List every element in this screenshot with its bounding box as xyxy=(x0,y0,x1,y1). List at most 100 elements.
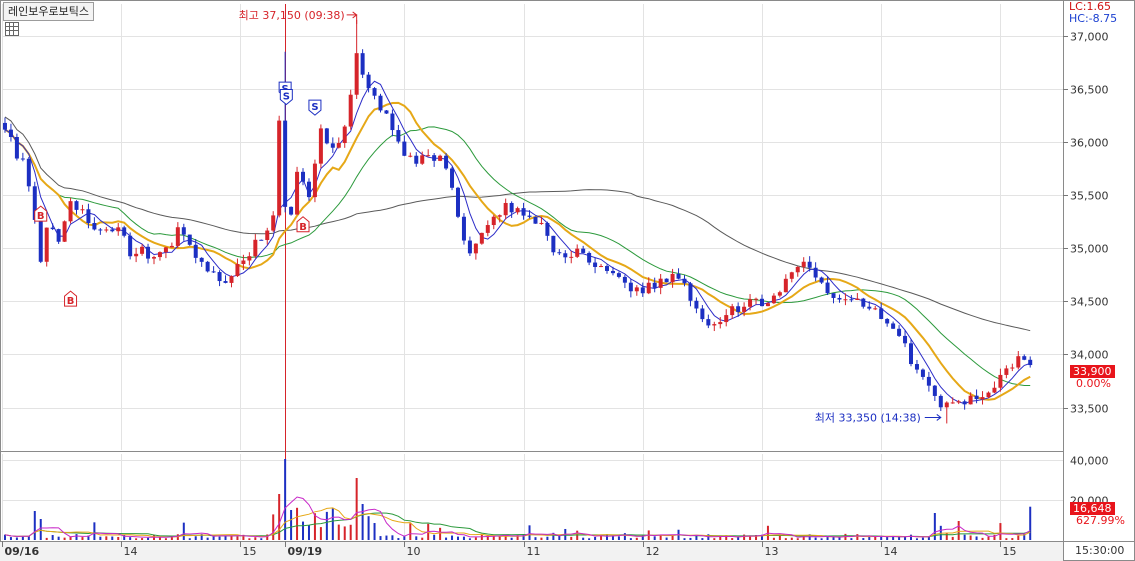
candle-body xyxy=(658,278,663,288)
volume-bar xyxy=(456,536,459,540)
candle-body xyxy=(306,181,311,198)
candle-body xyxy=(366,74,371,89)
volume-bar xyxy=(141,538,144,540)
candle-body xyxy=(754,298,759,300)
volume-bar xyxy=(892,536,895,540)
volume-bar xyxy=(480,534,483,540)
volume-bar xyxy=(623,533,626,540)
volume-bar xyxy=(218,536,221,540)
last-volume-tag: 16,648 xyxy=(1070,502,1115,515)
volume-bar xyxy=(385,535,388,540)
volume-bar xyxy=(880,536,883,540)
candle-body xyxy=(759,298,764,307)
volume-bar xyxy=(170,536,173,540)
time-tick-label: 12 xyxy=(646,545,660,558)
volume-bar xyxy=(397,538,400,540)
volume-bar xyxy=(868,535,871,540)
volume-bar xyxy=(552,532,555,540)
price-tick-label: 35,000 xyxy=(1070,243,1109,256)
candle-body xyxy=(849,299,854,301)
volume-bar xyxy=(147,537,150,540)
volume-bar xyxy=(439,527,442,540)
candle-body xyxy=(527,215,532,217)
volume-bar xyxy=(75,534,78,540)
candle-body xyxy=(1028,359,1033,366)
candle-body xyxy=(873,308,878,310)
volume-bar xyxy=(999,523,1002,540)
volume-bar xyxy=(415,536,418,540)
volume-bar xyxy=(1017,535,1020,540)
volume-bar xyxy=(611,536,614,540)
candle-body xyxy=(390,113,395,131)
volume-bar xyxy=(1005,538,1008,540)
candle-body xyxy=(426,155,431,157)
candle-body xyxy=(992,387,997,393)
candle-body xyxy=(277,120,282,216)
instrument-title[interactable]: 레인보우로보틱스 xyxy=(3,2,94,21)
volume-bar xyxy=(248,538,251,540)
volume-bar xyxy=(278,494,281,540)
volume-bar xyxy=(182,522,185,540)
volume-bar xyxy=(510,537,513,540)
volume-bar xyxy=(516,535,519,540)
candle-body xyxy=(736,306,741,312)
candle-body xyxy=(312,163,317,198)
time-tick-label: 13 xyxy=(765,545,779,558)
volume-bar xyxy=(212,534,215,540)
candle-body xyxy=(146,246,151,259)
candle-body xyxy=(652,282,657,288)
volume-bar xyxy=(570,536,573,540)
buy-signal-marker: B xyxy=(296,216,310,233)
candle-body xyxy=(646,282,651,294)
volume-bar xyxy=(898,537,901,540)
candle-body xyxy=(682,278,687,284)
volume-bar xyxy=(111,536,114,540)
candle-body xyxy=(551,235,556,253)
candle-body xyxy=(891,323,896,329)
buy-signal-shape xyxy=(64,290,78,307)
low-annotation: 최저 33,350 (14:38) xyxy=(815,411,921,424)
candle-body xyxy=(962,401,967,405)
low-arrow-icon xyxy=(924,414,942,421)
candle-body xyxy=(622,276,627,283)
candle-body xyxy=(450,168,455,188)
volume-bar xyxy=(790,537,793,540)
time-tick-label: 09/16 xyxy=(5,545,40,558)
candle-body xyxy=(825,282,830,294)
volume-bar xyxy=(343,526,346,540)
volume-bar xyxy=(701,538,704,540)
volume-bar xyxy=(689,537,692,540)
price-tick-label: 36,000 xyxy=(1070,137,1109,150)
volume-bar xyxy=(486,535,489,540)
volume-bar xyxy=(57,536,60,540)
candle-body xyxy=(414,155,419,164)
candle-body xyxy=(837,297,842,300)
volume-bar xyxy=(302,521,305,540)
grid-toggle-icon[interactable] xyxy=(5,22,19,36)
volume-ma10-line xyxy=(4,507,1031,538)
volume-bar xyxy=(33,511,36,540)
candle-body xyxy=(539,222,544,224)
volume-bar xyxy=(349,524,352,540)
candle-body xyxy=(211,271,216,273)
candle-body xyxy=(545,222,550,236)
candle-body xyxy=(765,303,770,307)
candle-body xyxy=(8,129,13,138)
candle-body xyxy=(879,308,884,319)
volume-ma20-line xyxy=(4,512,1031,538)
volume-bar xyxy=(921,537,924,540)
high-arrow-icon xyxy=(346,11,358,19)
candle-body xyxy=(479,232,484,244)
volume-change: 627.99% xyxy=(1076,514,1125,527)
candle-body xyxy=(336,143,341,148)
buy-signal-marker: B xyxy=(34,205,48,222)
hc-indicator: HC:-8.75 xyxy=(1069,12,1118,25)
volume-bar xyxy=(659,534,662,540)
volume-bar xyxy=(862,538,865,540)
candle-body xyxy=(676,273,681,279)
volume-bar xyxy=(963,534,966,540)
candle-body xyxy=(378,95,383,111)
candle-body xyxy=(938,395,943,408)
candle-body xyxy=(724,315,729,323)
